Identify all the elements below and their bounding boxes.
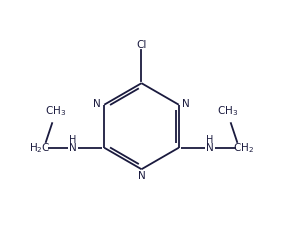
Text: N: N [182, 99, 190, 109]
Text: Cl: Cl [136, 40, 147, 50]
Text: N: N [93, 99, 101, 109]
Text: N: N [69, 143, 77, 153]
Text: CH$_3$: CH$_3$ [217, 105, 238, 118]
Text: CH$_3$: CH$_3$ [45, 105, 66, 118]
Text: H$_2$C: H$_2$C [29, 141, 50, 155]
Text: N: N [138, 171, 145, 181]
Text: H: H [69, 135, 77, 145]
Text: CH$_2$: CH$_2$ [233, 141, 254, 155]
Text: N: N [206, 143, 214, 153]
Text: H: H [206, 135, 214, 145]
